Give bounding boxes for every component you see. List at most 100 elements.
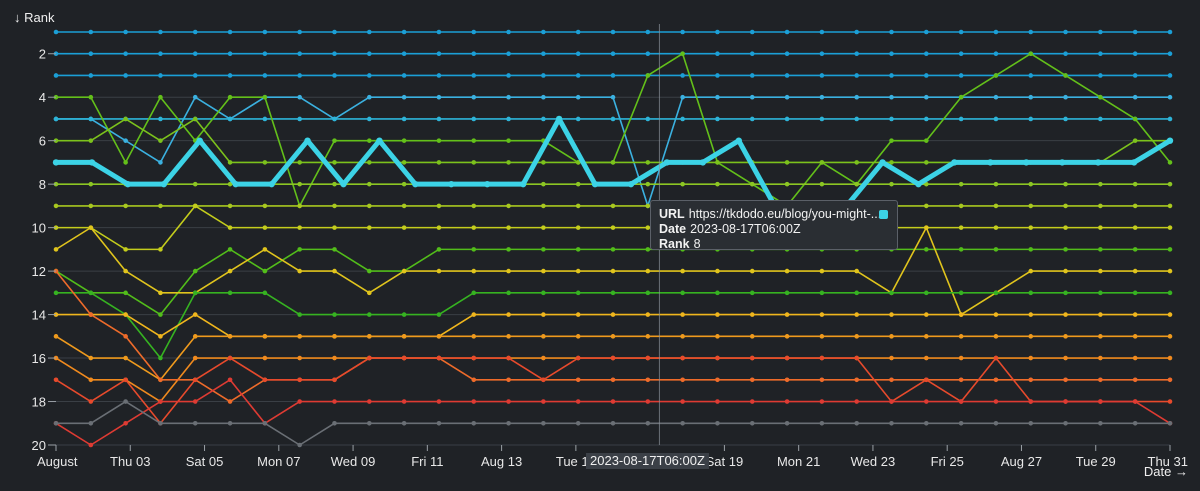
series-0-point-24 xyxy=(889,29,894,35)
series-line-18[interactable] xyxy=(55,378,1171,446)
series-4-point-7 xyxy=(297,116,302,122)
series-12-point-24 xyxy=(889,290,894,296)
series-17-point-15 xyxy=(575,355,581,361)
series-9-point-26 xyxy=(958,225,964,230)
tooltip-rank-value: 8 xyxy=(693,237,701,251)
series-12-point-16 xyxy=(610,290,616,296)
series-1-point-20 xyxy=(749,51,755,57)
series-line-17[interactable] xyxy=(55,357,1170,425)
series-10-point-25 xyxy=(924,247,929,252)
series-7-point-4 xyxy=(192,181,198,187)
series-2 xyxy=(53,73,1173,78)
series-0-point-8 xyxy=(332,29,337,35)
series-line-10[interactable] xyxy=(55,248,1170,316)
series-10-point-5 xyxy=(227,247,233,252)
series-14-point-27 xyxy=(993,334,999,339)
series-12-point-18 xyxy=(680,290,685,296)
series-12-point-21 xyxy=(784,290,790,296)
series-12-point-19 xyxy=(715,290,720,296)
series-4-point-8 xyxy=(332,116,337,122)
series-11-point-15 xyxy=(575,268,581,274)
series-7-point-30 xyxy=(1098,181,1103,187)
highlight-point-9 xyxy=(376,137,383,144)
highlight-point-17 xyxy=(663,159,671,166)
tooltip: URL https://tkdodo.eu/blog/you-might-... … xyxy=(650,200,898,251)
series-14-point-12 xyxy=(471,334,477,339)
series-17-point-9 xyxy=(367,355,372,361)
series-13-point-12 xyxy=(471,312,477,317)
series-18-point-14 xyxy=(541,399,546,404)
series-0-point-5 xyxy=(227,29,233,35)
x-tick-7: Tue 15 xyxy=(556,454,596,469)
series-18-point-7 xyxy=(297,399,302,404)
series-6-point-16 xyxy=(610,160,616,165)
series-14-point-7 xyxy=(297,334,302,339)
highlight-point-24 xyxy=(915,180,922,188)
series-12-point-27 xyxy=(993,290,999,296)
series-15-point-7 xyxy=(297,355,302,361)
x-tick-8: Sat 19 xyxy=(706,454,744,469)
series-line-3[interactable] xyxy=(56,96,1170,207)
highlight-series-line[interactable] xyxy=(53,116,1173,209)
series-18-point-31 xyxy=(1132,399,1138,404)
series-16-point-29 xyxy=(1063,377,1068,383)
series-4-point-20 xyxy=(749,116,755,122)
series-0-point-14 xyxy=(541,29,546,35)
series-5-point-3 xyxy=(158,94,163,100)
series-14-point-8 xyxy=(332,334,337,339)
series-17-point-6 xyxy=(262,377,268,383)
series-8-point-31 xyxy=(1132,203,1138,209)
y-tick-20: 20 xyxy=(32,438,46,453)
y-tick-6: 6 xyxy=(39,134,46,149)
series-16-point-2 xyxy=(123,334,128,339)
x-axis-title: Date → xyxy=(1144,464,1188,479)
series-11-point-23 xyxy=(854,268,859,274)
series-18 xyxy=(53,377,1173,448)
series-3-point-20 xyxy=(749,94,755,100)
series-3-point-12 xyxy=(471,94,477,100)
series-4-point-18 xyxy=(680,116,685,122)
series-7-point-8 xyxy=(332,181,337,187)
series-6-point-5 xyxy=(227,160,233,165)
series-19-point-10 xyxy=(401,420,407,426)
series-1-point-11 xyxy=(436,51,442,57)
series-line-12[interactable] xyxy=(56,292,1170,359)
series-17-point-2 xyxy=(123,377,128,383)
series-11-point-7 xyxy=(297,268,302,274)
highlight-point-19 xyxy=(735,137,742,144)
series-18-point-27 xyxy=(993,399,999,404)
series-0-point-2 xyxy=(123,29,128,35)
series-11-point-0 xyxy=(53,247,59,252)
series-2-point-13 xyxy=(506,73,511,78)
series-1-point-29 xyxy=(1063,51,1068,57)
series-14 xyxy=(53,334,1173,383)
series-1-point-23 xyxy=(854,51,859,57)
series-11-point-10 xyxy=(401,268,407,274)
series-19-point-22 xyxy=(819,420,825,426)
x-tick-13: Tue 29 xyxy=(1076,454,1116,469)
series-18-point-30 xyxy=(1098,399,1103,404)
series-13-point-26 xyxy=(958,312,964,317)
series-16-point-27 xyxy=(993,377,999,383)
series-19-point-2 xyxy=(123,399,128,404)
series-2-point-4 xyxy=(192,73,198,78)
highlight-point-8 xyxy=(340,180,347,188)
series-15-point-4 xyxy=(192,355,198,361)
series-line-13[interactable] xyxy=(56,313,1170,338)
series-14-point-0 xyxy=(53,334,59,339)
series-14-point-24 xyxy=(889,334,894,339)
x-tick-12: Aug 27 xyxy=(1001,454,1042,469)
series-11-point-14 xyxy=(541,268,546,274)
series-10-point-8 xyxy=(332,247,337,252)
series-19-point-4 xyxy=(192,420,198,426)
series-0-point-25 xyxy=(924,29,929,35)
series-2-point-25 xyxy=(924,73,929,78)
series-17-point-18 xyxy=(680,355,685,361)
series-19-point-12 xyxy=(471,420,477,426)
series-1-point-21 xyxy=(784,51,790,57)
highlight-point-29 xyxy=(1094,159,1102,166)
series-3-point-29 xyxy=(1063,94,1068,100)
series-0-point-21 xyxy=(784,29,790,35)
series-19-point-29 xyxy=(1063,420,1068,426)
